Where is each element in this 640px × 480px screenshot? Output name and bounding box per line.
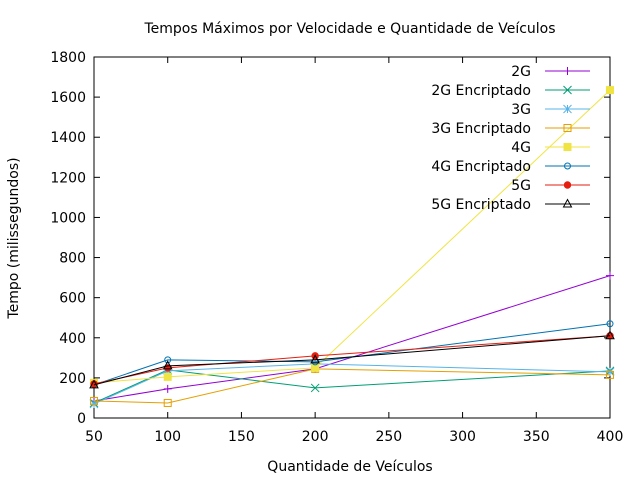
x-tick-label: 400 xyxy=(597,429,624,445)
data-point xyxy=(310,354,320,364)
x-tick-label: 100 xyxy=(154,429,181,445)
series-line xyxy=(93,323,611,386)
x-tick-label: 300 xyxy=(449,429,476,445)
plot-frame xyxy=(93,56,611,419)
data-point xyxy=(311,363,320,372)
x-tick-label: 250 xyxy=(375,429,402,445)
data-point xyxy=(563,67,572,75)
data-point xyxy=(90,396,98,405)
x-tick-label: 350 xyxy=(523,429,550,445)
data-point xyxy=(606,271,614,280)
data-point xyxy=(562,198,573,208)
y-axis-label: Tempo (milissegundos) xyxy=(6,157,22,319)
x-axis-label: Quantidade de Veículos xyxy=(267,459,432,475)
y-tick-label: 1800 xyxy=(50,50,86,66)
legend-item: 5G xyxy=(511,178,590,194)
y-tick-label: 400 xyxy=(59,331,86,347)
x-tick-label: 50 xyxy=(85,429,103,445)
y-tick-label: 200 xyxy=(59,371,86,387)
legend-label: 2G xyxy=(511,64,531,80)
legend-label: 4G xyxy=(511,140,531,156)
data-point xyxy=(606,370,614,379)
data-point xyxy=(606,86,614,95)
y-tick-label: 800 xyxy=(59,251,86,267)
y-tick-label: 1600 xyxy=(50,90,86,106)
legend-label: 3G Encriptado xyxy=(431,121,531,137)
series-line xyxy=(93,335,611,386)
data-point xyxy=(310,383,320,393)
data-point xyxy=(310,359,320,369)
legend-label: 4G Encriptado xyxy=(431,159,531,175)
chart-title: Tempos Máximos por Velocidade e Quantida… xyxy=(143,21,555,37)
y-tick-label: 1400 xyxy=(50,130,86,146)
legend-item: 3G Encriptado xyxy=(431,121,590,137)
legend-label: 3G xyxy=(511,102,531,118)
y-tick-label: 1200 xyxy=(50,170,86,186)
data-point xyxy=(563,124,572,132)
data-point xyxy=(163,372,172,381)
data-point xyxy=(605,330,615,340)
data-point xyxy=(163,384,172,393)
series-group xyxy=(89,330,615,389)
data-point xyxy=(563,104,572,114)
data-point xyxy=(606,320,614,328)
x-tick-label: 200 xyxy=(302,429,329,445)
data-point xyxy=(564,162,571,170)
data-point xyxy=(162,360,173,370)
legend: 2G 2G Encriptado 3G 3G Encriptado 4G 4G Encri… xyxy=(431,64,590,213)
x-tick-label: 150 xyxy=(228,429,255,445)
data-point xyxy=(563,143,572,151)
series-layer xyxy=(89,86,615,409)
data-point xyxy=(164,356,172,364)
legend-item: 2G Encriptado xyxy=(431,83,590,99)
data-point xyxy=(89,379,99,389)
y-tick-label: 0 xyxy=(77,411,86,427)
data-point xyxy=(563,85,572,95)
legend-label: 2G Encriptado xyxy=(431,83,531,99)
legend-item: 2G xyxy=(511,64,590,80)
y-tick-label: 1000 xyxy=(50,210,86,226)
axis-ticks: 0 200 400 600 800 1000 1200 1400 1600 1800 50 100 15… xyxy=(50,50,623,445)
legend-item: 3G xyxy=(511,102,590,118)
data-point xyxy=(563,181,572,189)
data-point xyxy=(163,398,172,407)
legend-label: 5G Encriptado xyxy=(431,197,531,213)
series-line xyxy=(93,89,611,384)
series-line xyxy=(93,369,611,404)
legend-item: 5G Encriptado xyxy=(431,197,590,213)
legend-item: 4G xyxy=(511,140,590,156)
series-line xyxy=(93,275,611,402)
legend-item: 4G Encriptado xyxy=(431,159,590,175)
series-group xyxy=(90,271,614,405)
legend-label: 5G xyxy=(511,178,531,194)
y-tick-label: 600 xyxy=(59,291,86,307)
series-line xyxy=(93,363,611,405)
series-line xyxy=(93,368,611,404)
